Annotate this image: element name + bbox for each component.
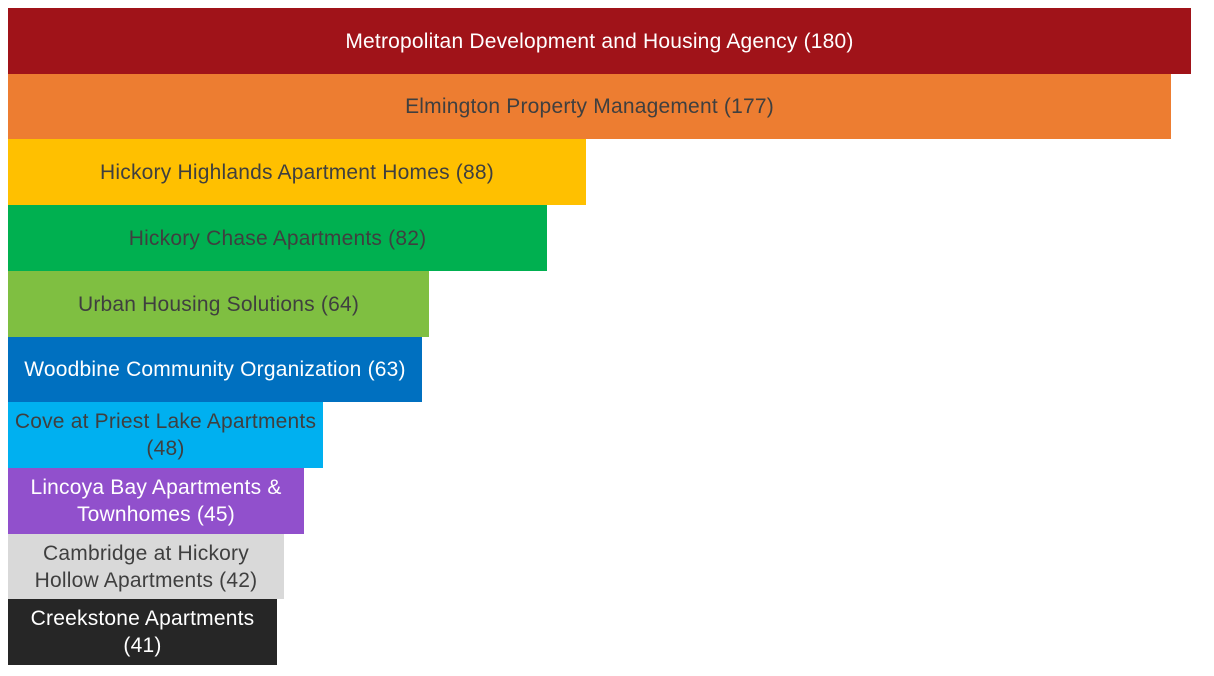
bar: Hickory Chase Apartments (82) <box>8 205 547 271</box>
bar: Cove at Priest Lake Apartments (48) <box>8 402 323 468</box>
bar-data-label: Metropolitan Development and Housing Age… <box>345 29 854 53</box>
bar: Urban Housing Solutions (64) <box>8 271 429 337</box>
bar-data-label: Cambridge at Hickory Hollow Apartments (… <box>34 541 258 592</box>
bar-data-label: Woodbine Community Organization (63) <box>24 358 406 381</box>
bar: Hickory Highlands Apartment Homes (88) <box>8 139 586 205</box>
bar-data-label: Urban Housing Solutions (64) <box>77 292 360 316</box>
bar: Cambridge at Hickory Hollow Apartments (… <box>8 534 284 599</box>
bar: Metropolitan Development and Housing Age… <box>8 8 1191 74</box>
bar-data-label: Hickory Highlands Apartment Homes (88) <box>100 160 494 184</box>
bar: Woodbine Community Organization (63) <box>8 337 422 402</box>
bar-data-label: Hickory Chase Apartments (82) <box>128 226 427 250</box>
bar: Lincoya Bay Apartments & Townhomes (45) <box>8 468 304 534</box>
bar: Elmington Property Management (177) <box>8 74 1171 139</box>
bar-data-label: Elmington Property Management (177) <box>405 95 774 118</box>
bar: Creekstone Apartments (41) <box>8 599 277 665</box>
bar-data-label: Lincoya Bay Apartments & Townhomes (45) <box>30 476 282 526</box>
bar-data-label: Cove at Priest Lake Apartments (48) <box>14 410 317 460</box>
bar-data-label: Creekstone Apartments (41) <box>30 607 255 657</box>
